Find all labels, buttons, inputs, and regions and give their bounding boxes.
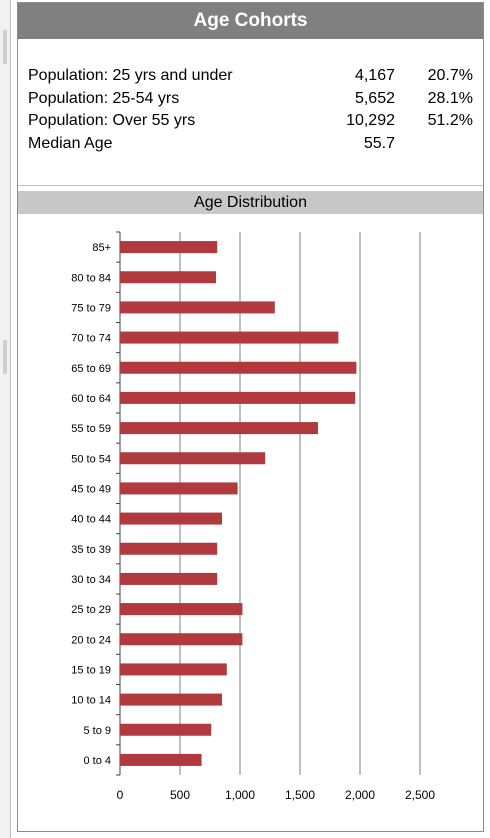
category-label: 30 to 34 xyxy=(71,574,111,586)
bar xyxy=(120,723,212,736)
bar xyxy=(120,693,222,706)
category-label: 55 to 59 xyxy=(71,423,111,435)
bar xyxy=(120,482,238,495)
cohort-row: Population: 25 yrs and under 4,167 20.7% xyxy=(28,67,473,90)
category-label: 15 to 19 xyxy=(71,664,111,676)
bar xyxy=(120,753,202,766)
category-label: 80 to 84 xyxy=(71,272,111,284)
bar xyxy=(120,663,227,676)
category-label: 0 to 4 xyxy=(83,755,111,767)
cohort-label: Population: 25 yrs and under xyxy=(28,67,233,84)
cohort-percent: 51.2% xyxy=(427,112,473,129)
bar xyxy=(120,331,339,344)
category-label: 50 to 54 xyxy=(71,453,111,465)
cohort-value: 55.7 xyxy=(363,134,395,152)
x-tick-label: 0 xyxy=(117,788,124,802)
category-label: 60 to 64 xyxy=(71,393,111,405)
category-label: 70 to 74 xyxy=(71,333,111,345)
bar xyxy=(120,633,243,646)
left-window-strip xyxy=(0,0,11,838)
section-divider xyxy=(18,185,483,186)
cohort-percent: 28.1% xyxy=(427,89,473,107)
category-label: 85+ xyxy=(92,242,111,254)
age-cohorts-panel: Age Cohorts Population: 25 yrs and under… xyxy=(17,2,484,832)
cohort-row: Median Age 55.7 xyxy=(28,135,473,158)
age-distribution-chart: 85+ 80 to 84 75 to 79 70 to 74 65 to 69 60 to… xyxy=(71,231,435,802)
cohort-label: Population: Over 55 yrs xyxy=(28,112,196,129)
category-label: 25 to 29 xyxy=(71,604,111,616)
x-tick-label: 2,500 xyxy=(405,788,435,802)
category-label: 35 to 39 xyxy=(71,544,111,556)
cohort-value: 5,652 xyxy=(354,89,395,107)
cohort-value: 4,167 xyxy=(354,67,395,84)
cohort-label: Median Age xyxy=(28,134,113,152)
strip-marker xyxy=(3,340,7,374)
bar xyxy=(120,271,216,284)
category-label: 20 to 24 xyxy=(71,634,111,646)
bar xyxy=(120,241,218,254)
category-label: 65 to 69 xyxy=(71,363,111,375)
bar xyxy=(120,422,318,435)
x-tick-label: 500 xyxy=(170,788,190,802)
cohort-label: Population: 25-54 yrs xyxy=(28,89,180,107)
bar xyxy=(120,542,218,555)
cohort-table: Population: 25 yrs and under 4,167 20.7%… xyxy=(28,67,473,157)
category-label: 10 to 14 xyxy=(71,695,111,707)
bar xyxy=(120,391,356,404)
category-label: 75 to 79 xyxy=(71,302,111,314)
panel-title: Age Cohorts xyxy=(18,3,483,39)
chart-title: Age Distribution xyxy=(18,191,483,214)
x-tick-label: 1,000 xyxy=(225,788,255,802)
bar xyxy=(120,512,222,525)
category-label: 5 to 9 xyxy=(83,725,111,737)
x-tick-label: 2,000 xyxy=(345,788,375,802)
cohort-percent: 20.7% xyxy=(427,67,473,84)
cohort-row: Population: 25-54 yrs 5,652 28.1% xyxy=(28,90,473,113)
bar xyxy=(120,361,357,374)
bar xyxy=(120,452,266,465)
category-label: 45 to 49 xyxy=(71,483,111,495)
bar xyxy=(120,572,218,585)
cohort-value: 10,292 xyxy=(346,112,395,129)
strip-marker xyxy=(3,30,7,64)
bar xyxy=(120,603,243,616)
cohort-row: Population: Over 55 yrs 10,292 51.2% xyxy=(28,112,473,135)
x-tick-label: 1,500 xyxy=(285,788,315,802)
category-label: 40 to 44 xyxy=(71,514,111,526)
bar xyxy=(120,301,275,314)
